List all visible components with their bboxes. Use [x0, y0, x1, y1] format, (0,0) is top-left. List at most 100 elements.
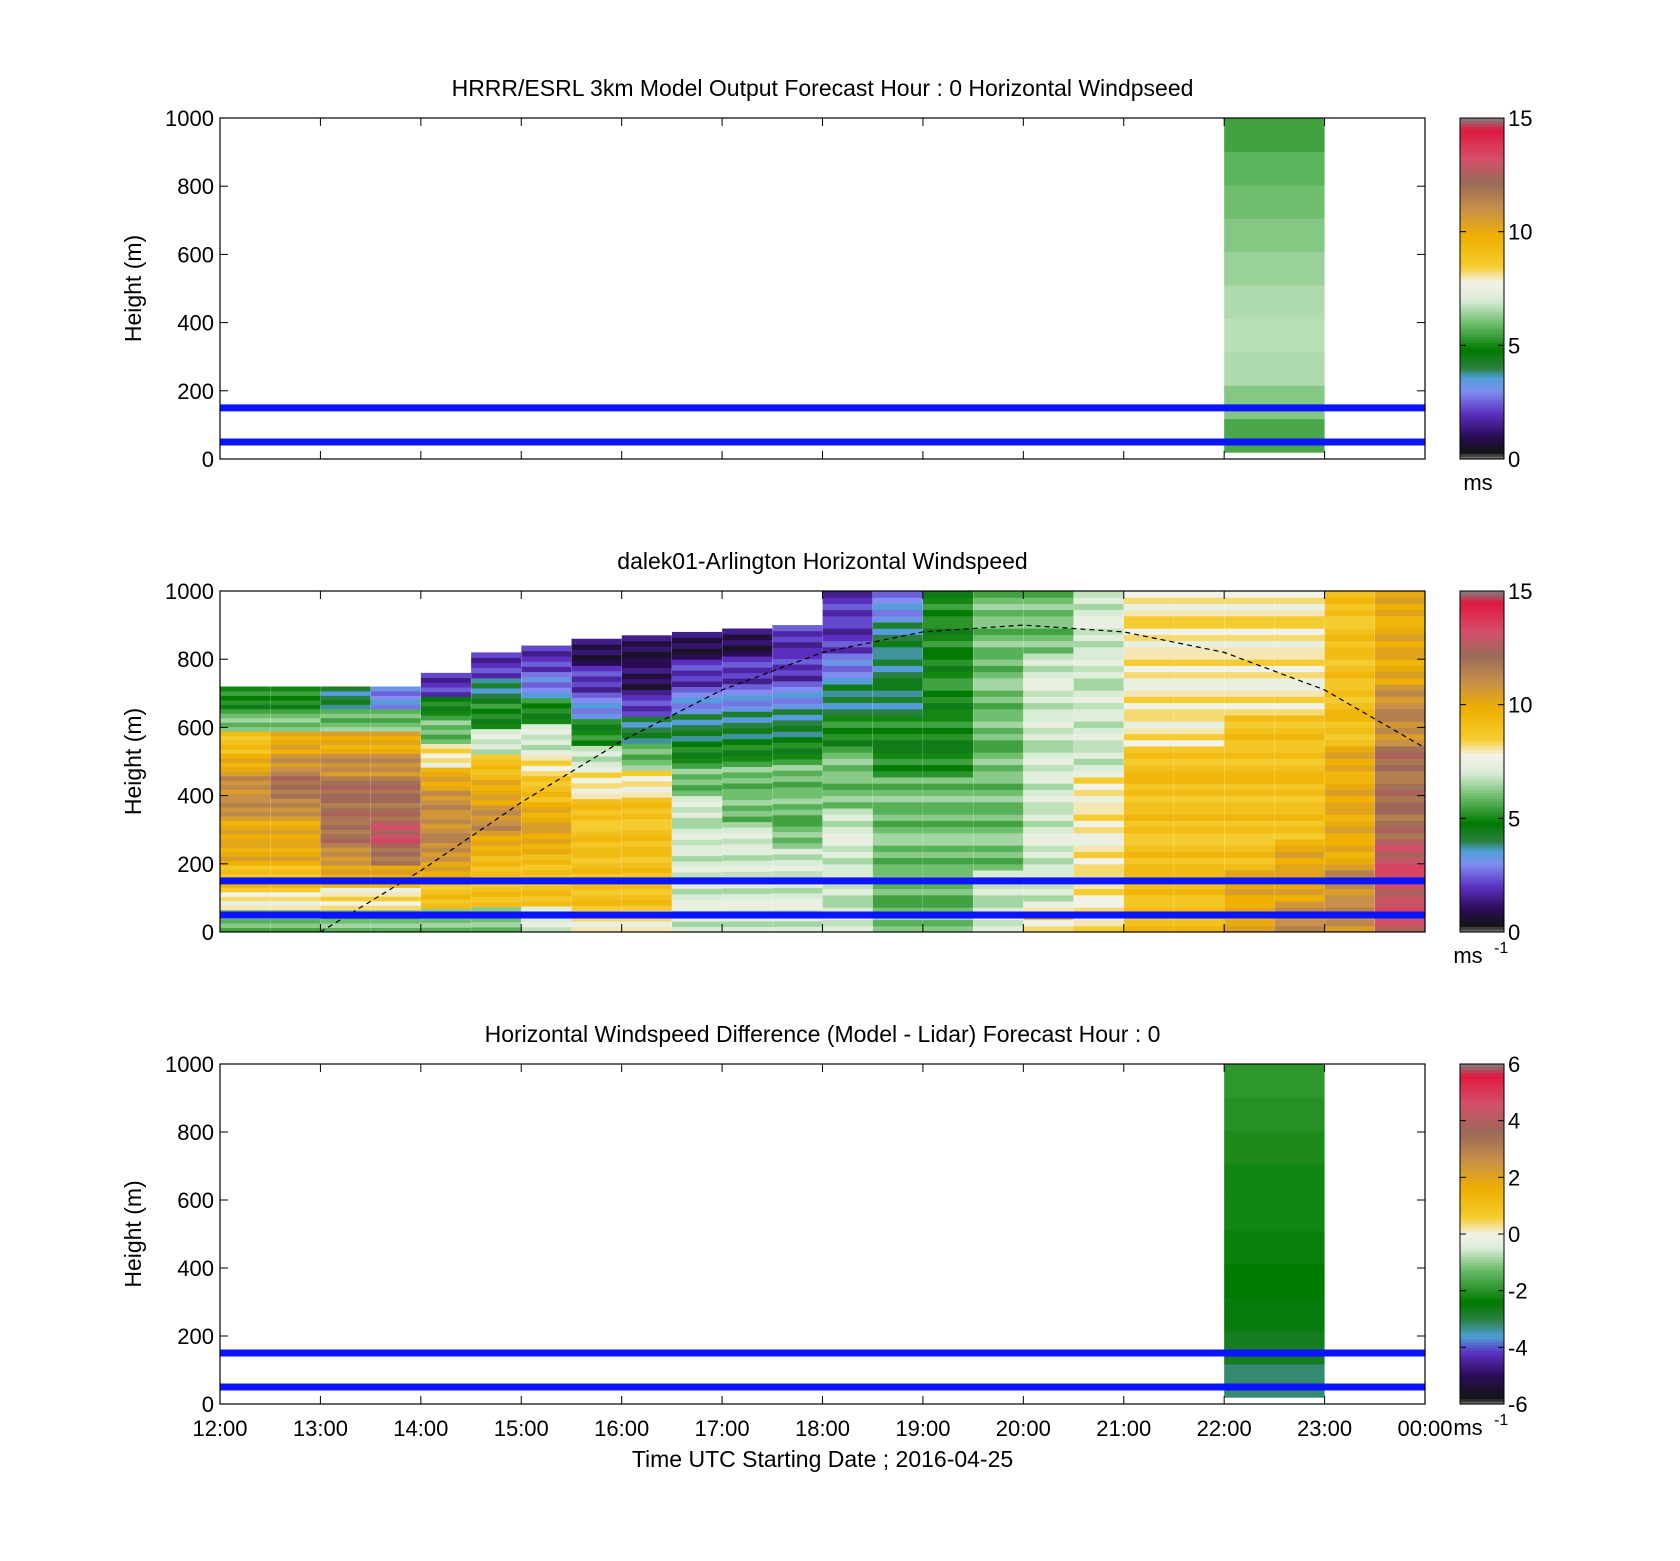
heatmap-cell — [722, 893, 773, 900]
heatmap-cell — [1224, 764, 1275, 772]
heatmap-cell — [621, 780, 672, 787]
heatmap-cell — [270, 815, 321, 821]
x-tick-label: 00:00 — [1397, 1416, 1452, 1441]
heatmap-cell — [1374, 789, 1425, 797]
colorbar-segment — [1460, 895, 1504, 899]
heatmap-cell — [822, 801, 873, 809]
colorbar-segment — [1460, 846, 1504, 851]
heatmap-cell — [1374, 826, 1425, 834]
heatmap-cell — [923, 727, 974, 735]
heatmap-cell — [1224, 151, 1325, 186]
heatmap-cell — [1123, 820, 1174, 828]
heatmap-cell — [571, 729, 622, 736]
heatmap-cell — [370, 722, 421, 728]
colorbar-segment — [1460, 336, 1504, 341]
heatmap-cell — [973, 814, 1024, 821]
heatmap-cell — [621, 824, 672, 831]
heatmap-cell — [1374, 646, 1425, 654]
colorbar-segment — [1460, 625, 1504, 629]
colorbar-segment — [1460, 447, 1504, 452]
colorbar-segment — [1460, 282, 1504, 287]
heatmap-cell — [671, 882, 722, 889]
heatmap-cell — [1123, 733, 1174, 741]
heatmap-cell — [1073, 646, 1124, 654]
heatmap-cell — [270, 757, 321, 763]
colorbar-tick-label: 6 — [1508, 1052, 1520, 1077]
heatmap-cell — [1224, 285, 1325, 320]
heatmap-cell — [1224, 727, 1275, 735]
colorbar-segment — [1460, 194, 1504, 199]
heatmap-cell — [471, 815, 522, 821]
heatmap-cell — [270, 690, 321, 696]
heatmap-cell — [1374, 882, 1425, 890]
heatmap-cell — [220, 887, 271, 893]
heatmap-cell — [1374, 777, 1425, 784]
heatmap-cell — [1224, 351, 1325, 386]
heatmap-cell — [521, 791, 572, 798]
heatmap-cell — [722, 882, 773, 889]
heatmap-cell — [772, 675, 823, 682]
colorbar-segment — [1460, 328, 1504, 332]
colorbar-segment — [1460, 200, 1504, 204]
heatmap-cell — [220, 918, 271, 924]
heatmap-cell — [1073, 870, 1124, 877]
heatmap-cell — [1374, 863, 1425, 871]
heatmap-cell — [1224, 609, 1275, 617]
heatmap-cell — [621, 689, 672, 696]
colorbar-segment — [1460, 662, 1504, 666]
heatmap-cell — [621, 899, 672, 906]
heatmap-cell — [722, 777, 773, 784]
heatmap-cell — [621, 737, 672, 744]
heatmap-cell — [822, 789, 873, 797]
heatmap-cell — [1374, 783, 1425, 790]
heatmap-cell — [571, 681, 622, 688]
heatmap-cell — [722, 661, 773, 668]
heatmap-cell — [671, 790, 722, 797]
heatmap-cell — [220, 802, 271, 808]
heatmap-cell — [420, 738, 471, 745]
heatmap-cell — [1274, 597, 1325, 604]
heatmap-cell — [923, 826, 974, 834]
heatmap-cell — [1224, 814, 1275, 821]
heatmap-cell — [671, 637, 722, 644]
colorbar-segment — [1460, 140, 1504, 145]
heatmap-cell — [872, 665, 923, 673]
colorbar-segment — [1460, 407, 1504, 412]
colorbar-segment — [1460, 152, 1504, 156]
heatmap-cell — [1174, 870, 1225, 877]
colorbar-segment — [1460, 234, 1504, 238]
colorbar-segment — [1460, 892, 1504, 896]
colorbar-unit-exponent: -1 — [1494, 940, 1508, 957]
colorbar-segment — [1460, 866, 1504, 871]
heatmap-cell — [1073, 609, 1124, 617]
heatmap-cell — [671, 888, 722, 895]
heatmap-cell — [571, 814, 622, 821]
colorbar-segment — [1460, 869, 1504, 873]
heatmap-cell — [270, 802, 321, 808]
heatmap-cell — [370, 726, 421, 732]
heatmap-cell — [471, 820, 522, 826]
heatmap-cell — [370, 869, 421, 875]
colorbar-segment — [1460, 1098, 1504, 1102]
heatmap-cell — [220, 820, 271, 826]
heatmap-cell — [1274, 628, 1325, 635]
heatmap-cell — [220, 708, 271, 714]
colorbar-segment — [1460, 1344, 1504, 1348]
colorbar-segment — [1460, 126, 1504, 130]
heatmap-cell — [1324, 591, 1375, 598]
heatmap-cell — [722, 689, 773, 696]
heatmap-cell — [1274, 801, 1325, 809]
colorbar-segment — [1460, 622, 1504, 626]
heatmap-cell — [872, 702, 923, 710]
heatmap-cell — [1123, 677, 1174, 685]
colorbar-segment — [1460, 852, 1504, 856]
heatmap-cell — [471, 860, 522, 867]
heatmap-cell — [1274, 653, 1325, 660]
colorbar-segment — [1460, 285, 1504, 290]
heatmap-cell — [1274, 814, 1325, 821]
colorbar-segment — [1460, 1384, 1504, 1388]
heatmap-cell — [320, 780, 371, 786]
heatmap-cell — [1023, 839, 1074, 846]
heatmap-cell — [1374, 622, 1425, 629]
